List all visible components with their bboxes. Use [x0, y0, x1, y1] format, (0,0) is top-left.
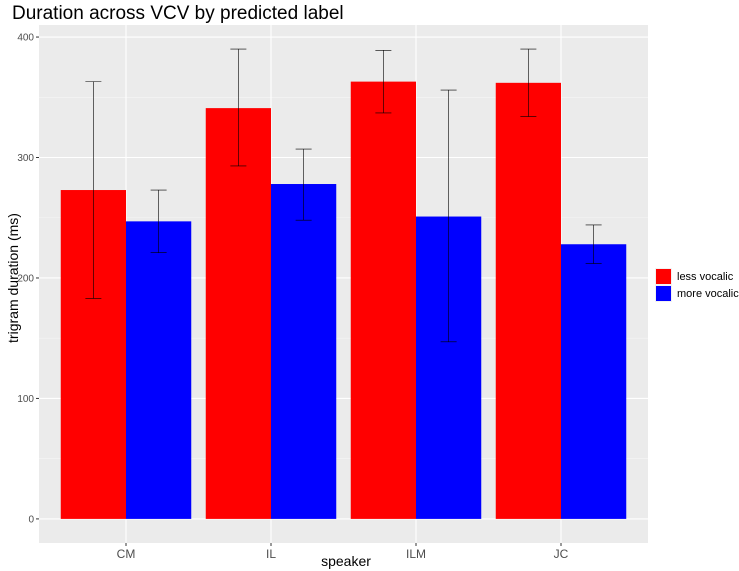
y-tick-label: 300: [17, 153, 34, 164]
bar: [561, 244, 627, 519]
x-tick-label: JC: [554, 547, 569, 561]
y-axis-label: trigram duration (ms): [5, 213, 21, 343]
legend-label: more vocalic: [677, 288, 739, 300]
bar: [205, 108, 271, 519]
y-tick-label: 200: [17, 273, 34, 284]
x-tick-label: ILM: [406, 547, 426, 561]
bars-layer: [60, 81, 627, 519]
x-axis-ticks: CM IL ILM JC: [117, 543, 569, 561]
bar: [495, 82, 561, 519]
legend-key: [656, 286, 671, 301]
legend-label: less vocalic: [677, 271, 734, 283]
bar: [271, 184, 337, 519]
bar: [126, 221, 192, 519]
x-axis-label: speaker: [321, 553, 371, 569]
x-tick-label: IL: [266, 547, 276, 561]
y-tick-label: 0: [28, 514, 34, 525]
legend: less vocalic more vocalic: [655, 268, 739, 302]
chart-title: Duration across VCV by predicted label: [12, 3, 344, 24]
error-bars-layer: [85, 48, 602, 343]
y-tick-label: 100: [17, 394, 34, 405]
bar: [350, 81, 416, 519]
y-tick-label: 400: [17, 33, 34, 44]
legend-key: [656, 269, 671, 284]
y-axis-ticks: 0 100 200 300 400: [17, 33, 39, 525]
x-tick-label: CM: [117, 547, 136, 561]
